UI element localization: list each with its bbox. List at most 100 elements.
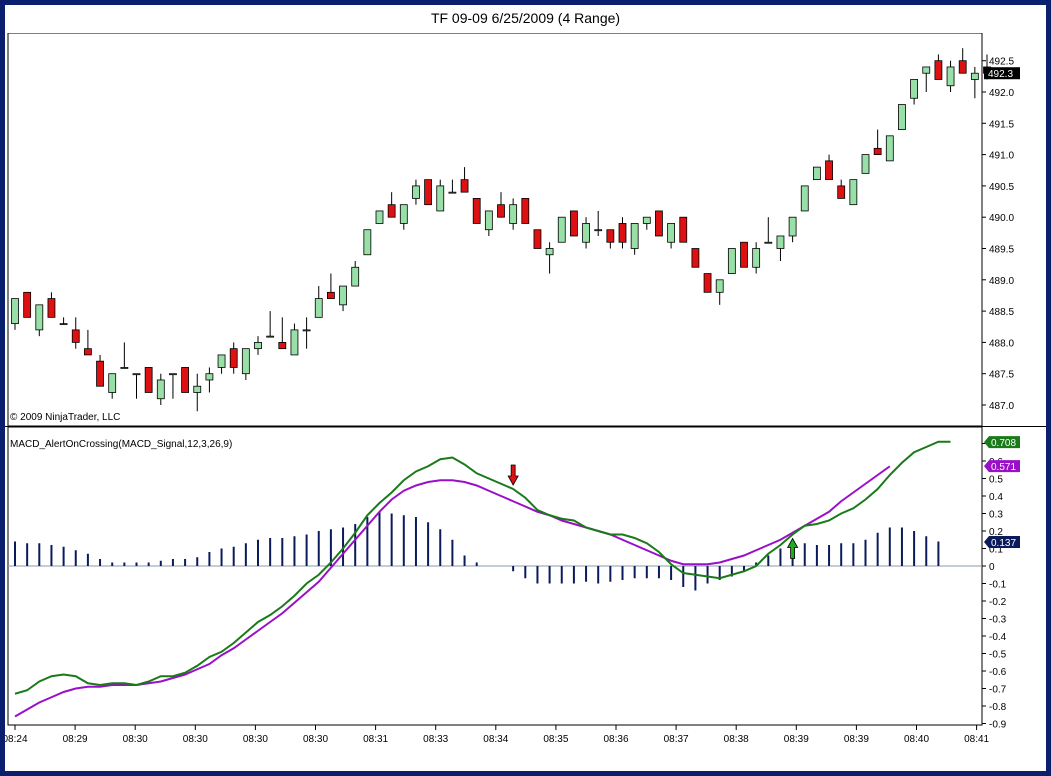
price-tick-label: 491.0 [989, 151, 1014, 162]
candle-down [570, 210, 578, 237]
x-tick-label: 08:41 [964, 734, 989, 745]
price-panel: 487.0 487.5 488.0 488.5 489.0 489.5 490.0 490.5… [7, 32, 1020, 427]
price-tick-label: 488.5 [989, 307, 1014, 318]
candle-up [788, 216, 797, 237]
candle-up [108, 373, 117, 393]
candle-up [375, 210, 384, 224]
candle-up [715, 279, 724, 293]
x-tick-label: 08:30 [243, 734, 268, 745]
candle-down [229, 348, 238, 368]
x-tick-label: 08:36 [603, 734, 628, 745]
macd-tick-label: -0.2 [989, 597, 1007, 608]
candle-down [934, 60, 943, 80]
candle-up [363, 229, 372, 256]
macd-tick-label: -0.9 [989, 720, 1007, 731]
candle-down [655, 210, 663, 237]
price-tick-label: 488.0 [989, 338, 1014, 349]
candle-up [339, 285, 347, 306]
title-bar: TF 09-09 6/25/2009 (4 Range) [5, 5, 1046, 34]
candle-up [667, 223, 675, 243]
candle-up [861, 154, 870, 174]
candle-up [302, 329, 311, 332]
candle-down [424, 179, 433, 206]
price-tick-label: 489.5 [989, 245, 1014, 256]
candle-down [521, 198, 530, 224]
signal-line [14, 465, 891, 718]
x-tick-label: 08:34 [483, 734, 508, 745]
price-plot-border [7, 32, 983, 427]
candle-up [885, 135, 894, 162]
x-tick-label: 08:30 [303, 734, 328, 745]
candle-up [630, 223, 639, 249]
candle-up [193, 385, 202, 393]
price-tick-label: 492.0 [989, 88, 1014, 99]
candle-up [241, 348, 250, 375]
candle-down [278, 341, 287, 350]
price-tick-label: 490.0 [989, 213, 1014, 224]
candle-up [399, 204, 408, 224]
candle-down [837, 185, 846, 199]
macd-tick-label: 0.3 [989, 510, 1003, 521]
candle-down [84, 348, 92, 356]
candle-up [910, 79, 918, 99]
candle-up [217, 354, 226, 368]
histogram-value-label: 0.137 [991, 538, 1016, 549]
candle-down [873, 147, 882, 155]
candle-up [727, 248, 736, 274]
candle-up [314, 298, 323, 318]
x-tick-label: 08:24 [5, 734, 28, 745]
macd-tick-label: -0.3 [989, 615, 1007, 626]
candle-up [59, 323, 68, 326]
macd-tick-label: -0.6 [989, 667, 1007, 678]
macd-line [14, 440, 951, 695]
candle-up [898, 104, 906, 130]
candle-up [156, 379, 165, 400]
candle-down [144, 367, 153, 393]
candle-down [387, 204, 396, 218]
candle-up [509, 204, 518, 224]
macd-tick-label: -0.8 [989, 702, 1007, 713]
macd-panel: 0.70.60.50.40.30.20.10-0.1-0.2-0.3-0.4-0… [7, 426, 1020, 731]
candle-up [849, 179, 858, 206]
candle-up [922, 66, 931, 74]
window-title: TF 09-09 6/25/2009 (4 Range) [430, 10, 621, 26]
macd-tick-label: -0.1 [989, 580, 1007, 591]
price-tick-label: 490.5 [989, 182, 1014, 193]
chart-svg[interactable]: 487.0 487.5 488.0 488.5 489.0 489.5 490.0 490.5… [2, 32, 1046, 771]
alert-arrow-down [507, 464, 519, 486]
candle-down [71, 329, 80, 343]
candle-up [290, 329, 299, 356]
x-tick-label: 08:30 [183, 734, 208, 745]
candle-down [460, 179, 469, 193]
candle-down [181, 367, 190, 393]
histogram-value-badge [984, 536, 1020, 549]
macd-tick-label: 0.5 [989, 475, 1003, 486]
candle-up [205, 373, 214, 381]
price-tick-label: 492.5 [989, 57, 1014, 68]
candle-up [970, 72, 979, 80]
candle-down [618, 223, 627, 243]
candle-up [254, 341, 262, 350]
candle-up [169, 373, 177, 376]
macd-value-badge [984, 436, 1020, 449]
candle-up [132, 373, 141, 376]
candle-up [800, 185, 809, 212]
candle-up [752, 248, 761, 268]
candle-down [606, 229, 615, 243]
candle-up [448, 191, 457, 194]
candle-down [825, 160, 833, 181]
candle-up [642, 216, 651, 224]
copyright-text: © 2009 NinjaTrader, LLC [10, 412, 120, 423]
candle-up [764, 241, 773, 244]
candle-up [120, 367, 129, 369]
candle-up [813, 166, 821, 181]
candle-down [96, 360, 104, 387]
macd-tick-label: 0.1 [989, 545, 1003, 556]
macd-value-label: 0.708 [991, 438, 1016, 449]
signal-value-label: 0.571 [991, 462, 1016, 473]
candle-up [582, 223, 590, 243]
candle-up [594, 229, 603, 232]
x-tick-label: 08:40 [904, 734, 929, 745]
chart-area[interactable]: 487.0 487.5 488.0 488.5 489.0 489.5 490.0 490.5… [2, 32, 1046, 771]
